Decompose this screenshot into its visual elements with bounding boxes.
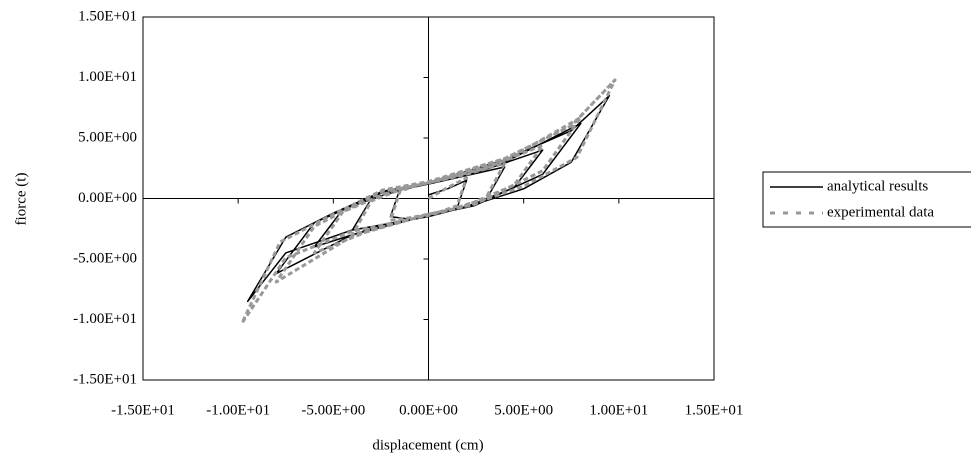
x-axis-title: displacement (cm)	[372, 437, 483, 453]
x-tick-label: 0.00E+00	[399, 402, 458, 418]
x-tick-label: -1.00E+01	[206, 402, 270, 418]
y-tick-label: 0.00E+00	[78, 190, 137, 206]
legend	[762, 171, 971, 228]
y-axis-title: fiorce (t)	[13, 173, 29, 226]
series-line	[240, 78, 617, 325]
y-tick-label: 1.00E+01	[78, 69, 137, 85]
legend-label: experimental data	[827, 204, 934, 220]
x-tick-label: 1.50E+01	[685, 402, 744, 418]
x-tick-label: 5.00E+00	[494, 402, 553, 418]
y-tick-label: -1.50E+01	[73, 371, 137, 387]
x-tick-label: -5.00E+00	[301, 402, 365, 418]
y-tick-label: -1.00E+01	[73, 311, 137, 327]
x-tick-label: -1.50E+01	[111, 402, 175, 418]
x-tick-label: 1.00E+01	[589, 402, 648, 418]
y-tick-label: 5.00E+00	[78, 129, 137, 145]
y-tick-label: -5.00E+00	[73, 250, 137, 266]
y-tick-label: 1.50E+01	[78, 8, 137, 24]
legend-label: analytical results	[827, 178, 928, 194]
